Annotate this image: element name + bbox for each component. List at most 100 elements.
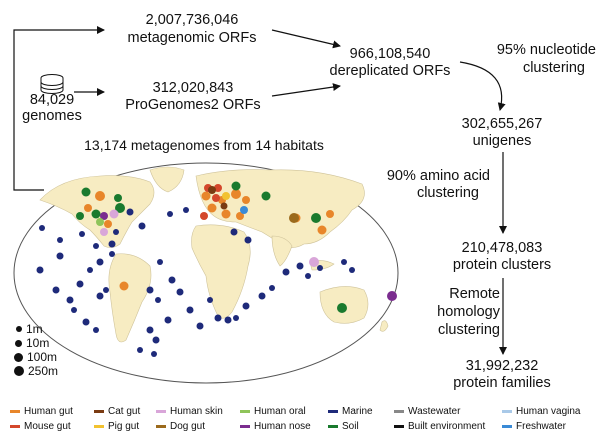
- sample-point: [93, 243, 99, 249]
- legend-item-freshwater: Freshwater: [502, 421, 566, 432]
- legend-swatch: [10, 425, 20, 428]
- sample-point: [114, 194, 122, 202]
- legend-item-mouse-gut: Mouse gut: [10, 421, 71, 432]
- database-icon: [40, 74, 64, 94]
- sample-point: [214, 314, 222, 322]
- genomes-label: genomes: [22, 108, 82, 124]
- sample-point: [337, 303, 347, 313]
- sample-point: [71, 307, 77, 313]
- map-title: 13,174 metagenomes from 14 habitats: [84, 137, 324, 153]
- sample-point: [244, 236, 252, 244]
- legend-item-dog-gut: Dog gut: [156, 421, 205, 432]
- sample-point: [95, 191, 105, 201]
- legend-label: Dog gut: [170, 421, 206, 432]
- africa: [191, 224, 251, 319]
- legend-label: Wastewater: [408, 406, 461, 417]
- sample-point: [152, 336, 160, 344]
- sample-point: [115, 203, 125, 213]
- south-america: [108, 253, 152, 343]
- legend-label: Human vagina: [516, 406, 581, 417]
- sample-point: [79, 231, 85, 237]
- legend-swatch: [328, 425, 338, 428]
- sample-point: [126, 208, 134, 216]
- sample-point: [317, 225, 327, 235]
- legend-swatch: [502, 410, 512, 413]
- sample-point: [196, 322, 204, 330]
- step2-label-2: clustering: [416, 185, 479, 201]
- sample-point: [309, 257, 319, 267]
- dereplicated-to-unigenes-arrow: [459, 61, 506, 111]
- india: [271, 235, 293, 267]
- size-label: 10m: [26, 336, 50, 350]
- greenland: [149, 166, 185, 193]
- sample-point: [76, 212, 84, 220]
- sample-point: [87, 267, 93, 273]
- sample-point: [96, 218, 104, 226]
- sample-point: [349, 267, 355, 273]
- legend-swatch: [10, 410, 20, 413]
- unigenes-label: unigenes: [472, 133, 532, 149]
- sample-point: [151, 351, 157, 357]
- legend-item-marine: Marine: [328, 406, 373, 417]
- legend-swatch: [240, 410, 250, 413]
- size-label: 1m: [26, 322, 43, 336]
- size-label: 250m: [28, 364, 59, 378]
- sample-point: [138, 222, 146, 230]
- size-label: 100m: [27, 350, 58, 364]
- step3-label-1: Remote: [449, 286, 500, 302]
- clusters-label: protein clusters: [452, 257, 552, 273]
- sample-point: [387, 291, 397, 301]
- sample-point: [282, 268, 290, 276]
- sample-point: [236, 212, 244, 220]
- new-zealand: [379, 320, 389, 332]
- sample-point: [39, 225, 45, 231]
- metagenomic-to-dereplicated-arrow: [271, 29, 341, 49]
- legend-label: Pig gut: [108, 421, 140, 432]
- sample-point: [82, 318, 90, 326]
- legend-label: Human skin: [170, 406, 223, 417]
- sample-point: [207, 297, 213, 303]
- sample-point: [104, 220, 112, 228]
- sample-point: [233, 315, 239, 321]
- unigenes-count: 302,655,267: [461, 116, 543, 132]
- sample-point: [91, 209, 101, 219]
- families-count: 31,992,232: [465, 358, 539, 374]
- diagram-canvas: [13, 26, 507, 384]
- legend-swatch: [394, 425, 404, 428]
- sample-point: [76, 280, 84, 288]
- legend-swatch: [502, 425, 512, 428]
- sample-point: [326, 210, 334, 218]
- dereplicated-label: dereplicated ORFs: [329, 63, 451, 79]
- sample-point: [119, 281, 129, 291]
- sample-point: [146, 326, 154, 334]
- sample-point: [183, 207, 189, 213]
- progenomes-count: 312,020,843: [152, 80, 234, 96]
- sample-point: [222, 192, 230, 200]
- sample-point: [93, 327, 99, 333]
- sample-point: [269, 285, 275, 291]
- size-dot-10m: [15, 339, 22, 347]
- sample-point: [66, 296, 74, 304]
- sample-point: [109, 209, 119, 219]
- sample-point: [230, 228, 238, 236]
- sample-point: [221, 209, 231, 219]
- legend-label: Soil: [342, 421, 359, 432]
- habitat-legend: Human gut Mouse gut Cat gut Pig gut Huma…: [0, 404, 599, 438]
- sample-points: [36, 181, 397, 357]
- sample-point: [108, 240, 116, 248]
- clusters-count: 210,478,083: [461, 240, 543, 256]
- sample-point: [186, 306, 194, 314]
- legend-swatch: [328, 410, 338, 413]
- sample-point: [167, 211, 173, 217]
- sample-point: [212, 194, 220, 202]
- size-dot-1m: [16, 326, 22, 332]
- legend-item-human-skin: Human skin: [156, 406, 223, 417]
- legend-label: Human oral: [254, 406, 306, 417]
- sample-point: [242, 302, 250, 310]
- sample-point: [242, 196, 250, 204]
- legend-item-human-vagina: Human vagina: [502, 406, 580, 417]
- sample-point: [231, 189, 241, 199]
- metagenomic-label: metagenomic ORFs: [127, 30, 257, 46]
- sample-point: [109, 251, 115, 257]
- sample-point: [52, 286, 60, 294]
